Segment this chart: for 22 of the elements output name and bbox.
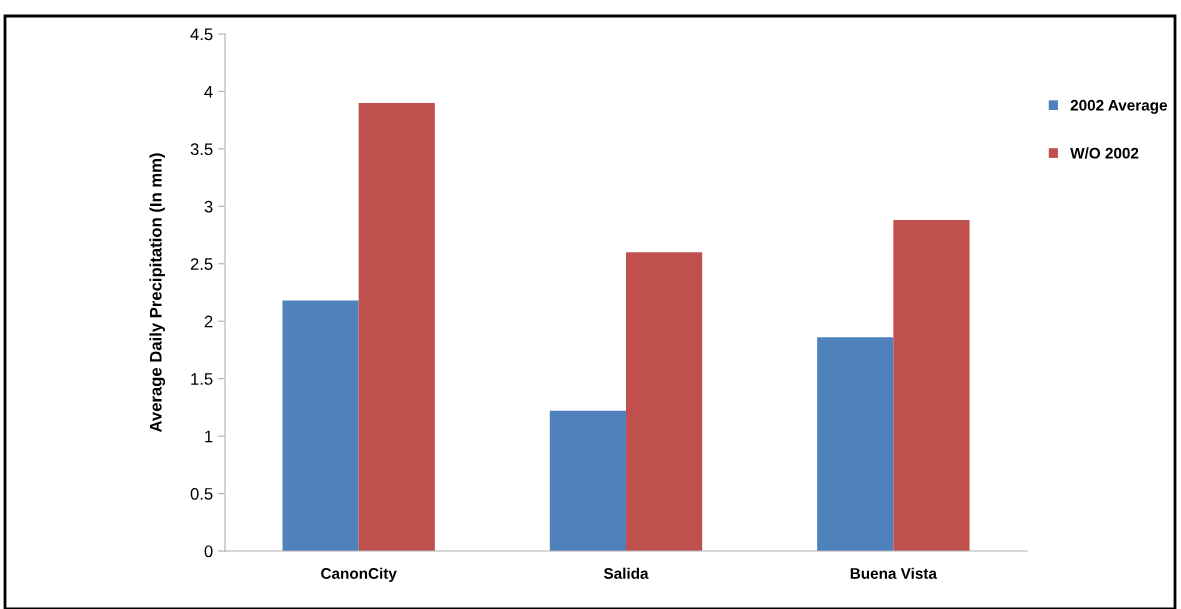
legend-label: 2002 Average <box>1070 99 1168 114</box>
y-tick-label: 3.5 <box>190 143 213 156</box>
y-tick-label: 4 <box>204 86 213 98</box>
y-tick-label: 0 <box>204 545 213 558</box>
y-axis-title: Average Daily Precipitation (In mm) <box>149 153 166 433</box>
y-tick-label: 2.5 <box>190 258 213 270</box>
y-tick-label: 3 <box>204 200 213 213</box>
bar <box>549 410 626 551</box>
x-tick-label: CanonCity <box>321 567 397 582</box>
bar <box>817 337 894 551</box>
x-tick-label: Salida <box>603 567 649 579</box>
legend-label: W/O 2002 <box>1070 147 1139 159</box>
bar <box>626 252 703 551</box>
y-tick-label: 1.5 <box>191 373 213 385</box>
y-tick-label: 1 <box>205 430 213 443</box>
x-tick-label: Buena Vista <box>850 567 938 579</box>
y-tick-label: 2 <box>204 315 213 328</box>
bar <box>893 220 970 551</box>
bar <box>358 102 435 551</box>
y-tick-label: 4.5 <box>190 28 213 41</box>
bar <box>282 300 359 551</box>
y-tick-label: 0.5 <box>190 487 213 500</box>
